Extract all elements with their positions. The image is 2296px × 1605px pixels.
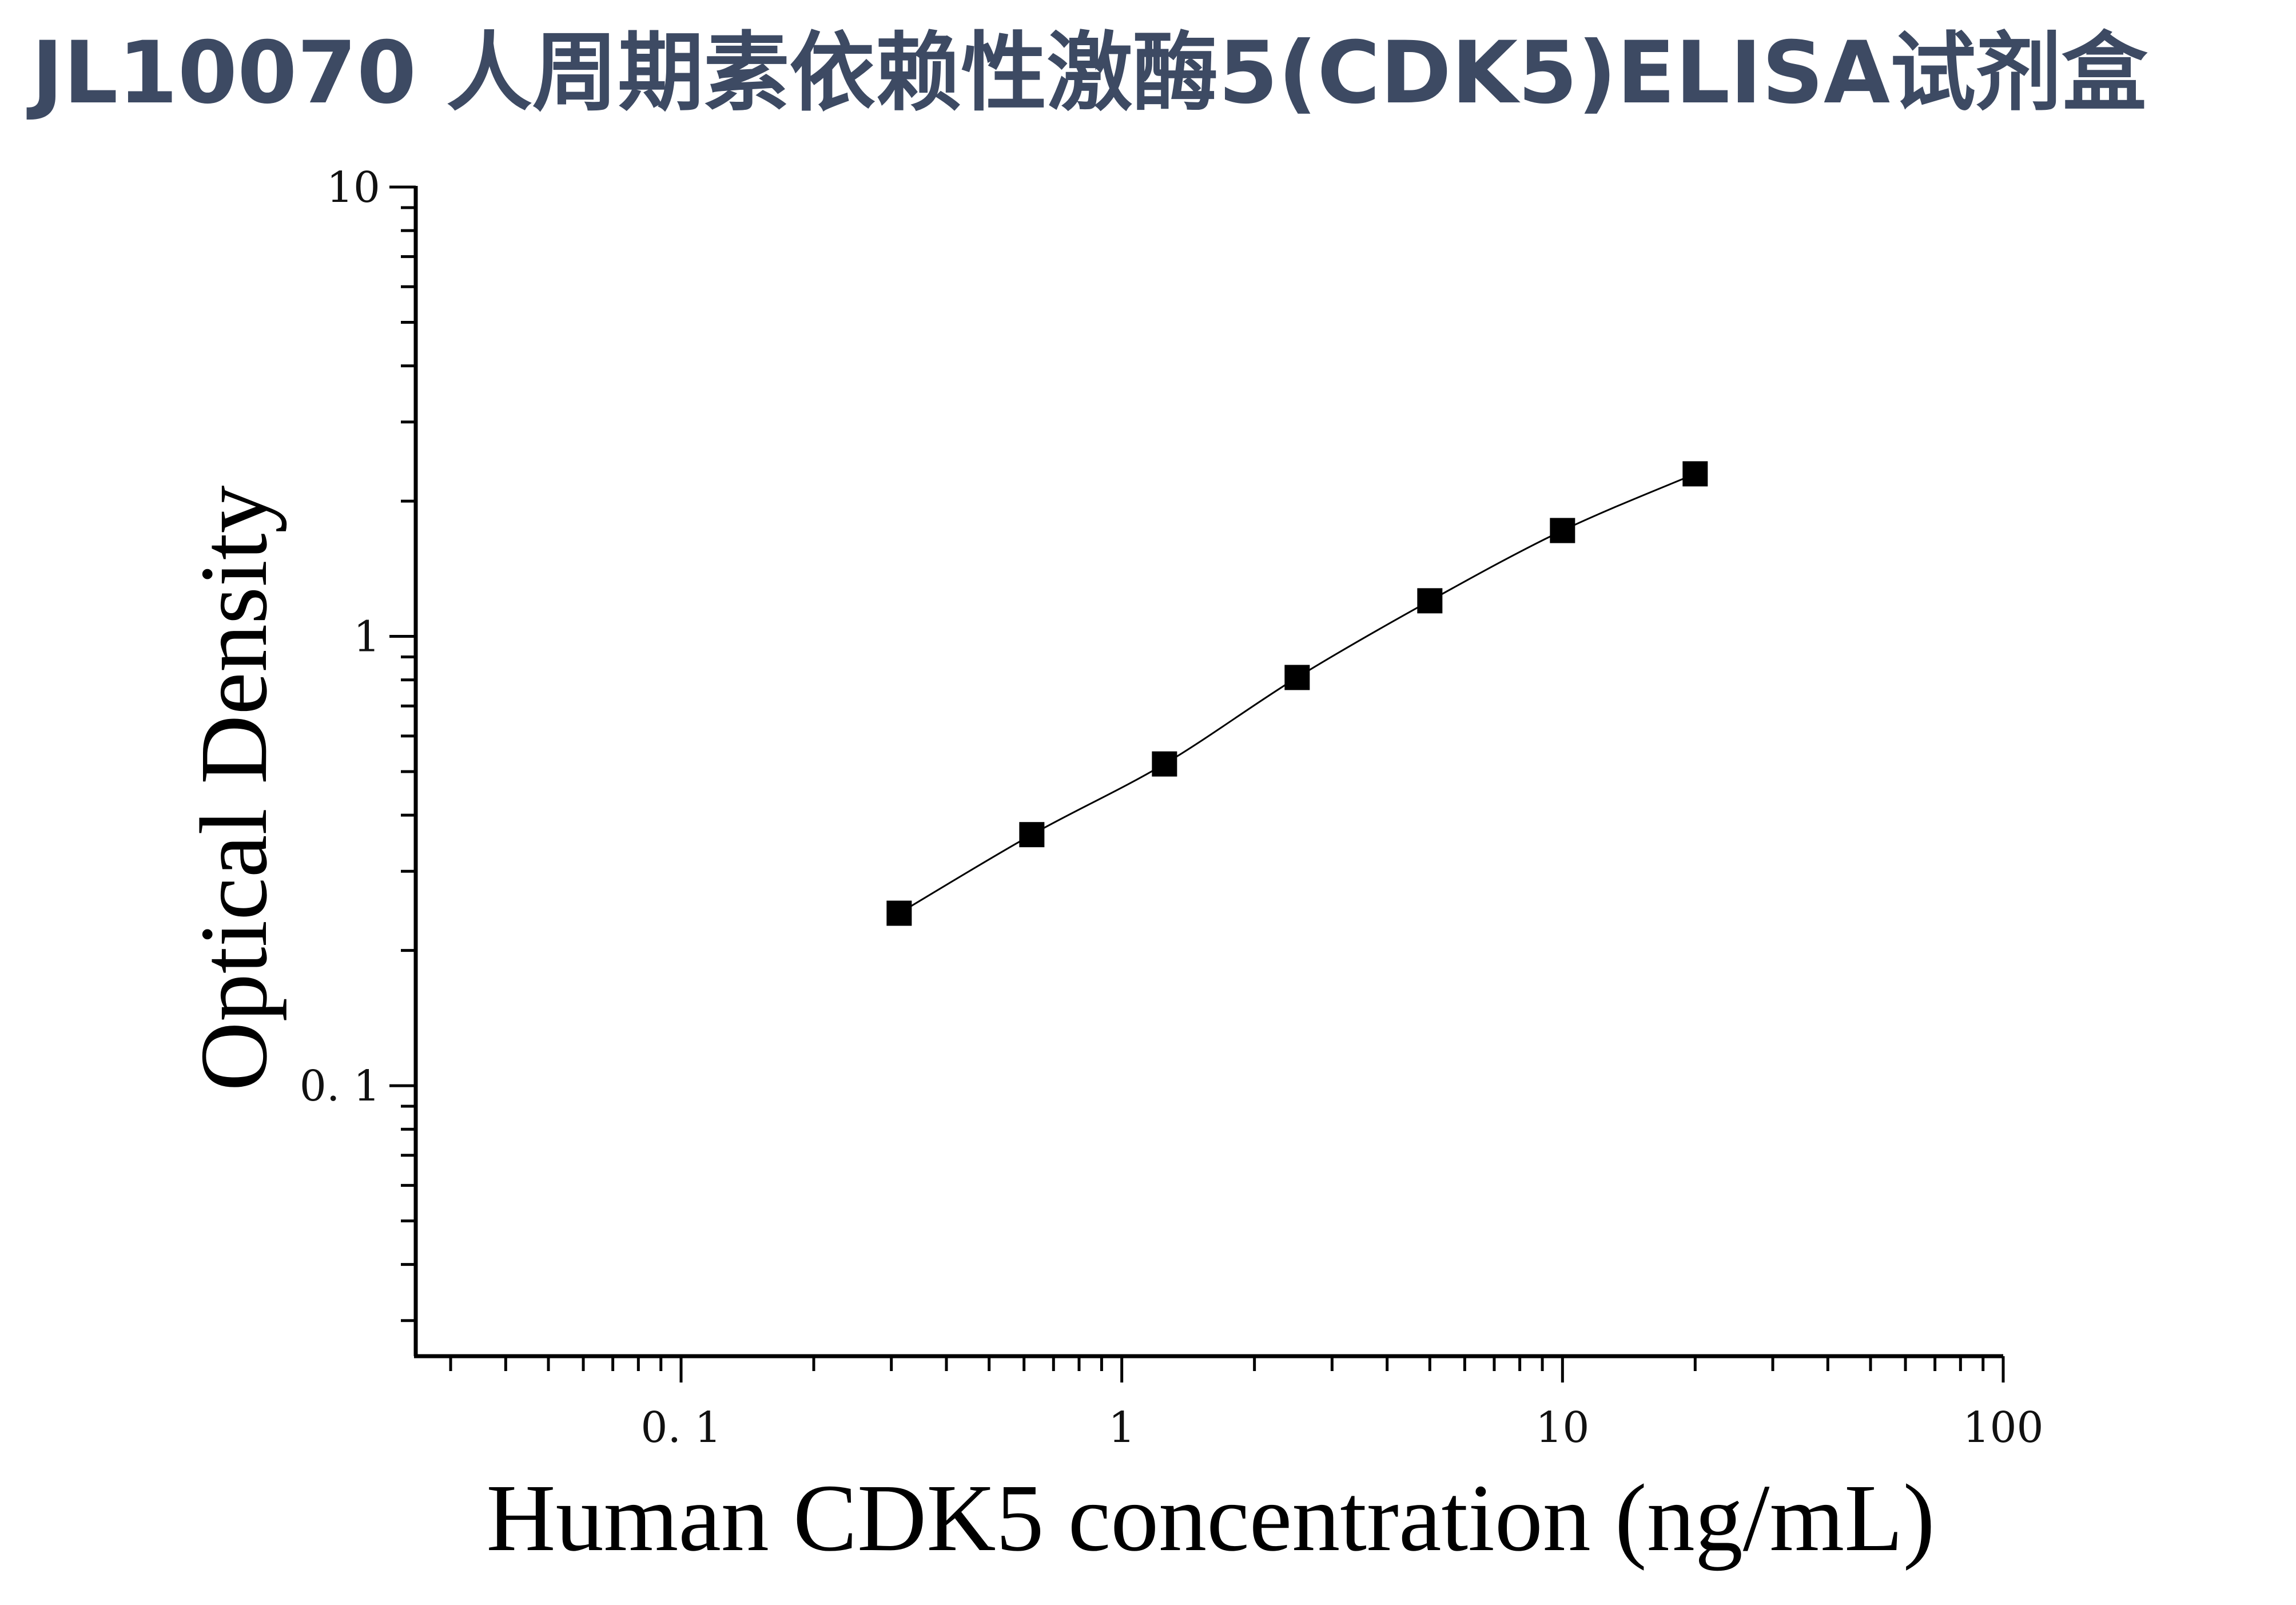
data-point xyxy=(886,900,912,926)
y-tick-label: 10 xyxy=(327,163,380,212)
x-axis-label: Human CDK5 concentration (ng/mL) xyxy=(486,1465,1935,1571)
fit-curve xyxy=(898,473,1696,914)
data-point xyxy=(1550,518,1575,543)
x-tick-label: 100 xyxy=(1963,1403,2043,1452)
x-tick-label: 1 xyxy=(1108,1403,1135,1452)
chart-ticks xyxy=(389,185,2005,1382)
y-tick-label: 1 xyxy=(353,613,380,662)
x-tick-label: 0. 1 xyxy=(640,1403,721,1452)
data-point xyxy=(1284,665,1310,690)
chart-axes xyxy=(413,186,2003,1358)
y-tick-label: 0. 1 xyxy=(300,1062,380,1111)
chart-tick-labels: 0. 1 1 10 100 0. 1 1 10 xyxy=(300,163,2044,1452)
data-point xyxy=(1417,588,1443,614)
page-title: JL10070 人周期素依赖性激酶5(CDK5)ELISA试剂盒 xyxy=(31,23,2148,123)
y-axis-label: Optical Density xyxy=(181,485,287,1091)
x-tick-label: 10 xyxy=(1535,1403,1589,1452)
data-point xyxy=(1152,751,1177,777)
data-point xyxy=(1682,461,1708,487)
chart-points xyxy=(886,461,1708,926)
data-point xyxy=(1019,822,1045,848)
